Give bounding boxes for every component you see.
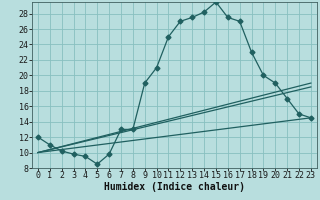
X-axis label: Humidex (Indice chaleur): Humidex (Indice chaleur) (104, 182, 245, 192)
